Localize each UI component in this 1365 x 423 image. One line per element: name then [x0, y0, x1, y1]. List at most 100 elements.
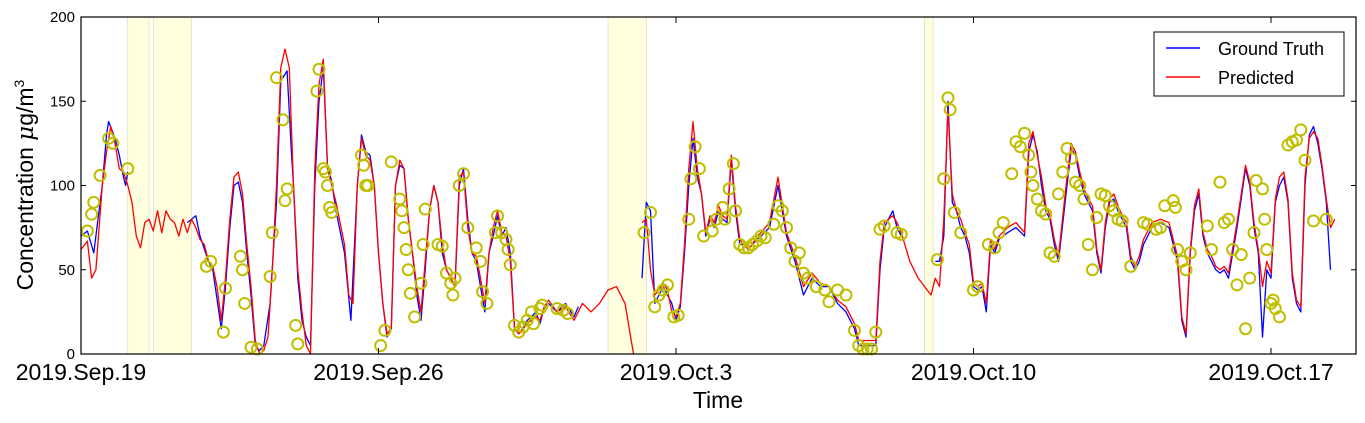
- y-axis-label: Concentration μg/m3: [11, 79, 39, 290]
- marker-point-10: [219, 281, 232, 295]
- marker-point-108: [780, 221, 793, 235]
- marker-point-204: [1298, 153, 1312, 167]
- marker-point-79: [644, 205, 657, 219]
- marker-point-0: [80, 224, 94, 238]
- marker-point-42: [401, 263, 415, 277]
- marker-point-138: [988, 241, 1002, 255]
- ground-truth-line-segment-2: [641, 137, 902, 347]
- marker-point-97: [729, 204, 742, 218]
- y-tick-label-1: 50: [58, 262, 75, 279]
- marker-point-133: [947, 205, 961, 219]
- x-axis: 2019.Sep.19 2019.Sep.26 2019.Oct.3 2019.Oct…: [16, 17, 1334, 385]
- marker-point-72: [527, 317, 541, 331]
- x-tick-label-2: 2019.Oct.3: [620, 359, 733, 385]
- marker-point-191: [1247, 226, 1261, 240]
- marker-point-74: [535, 298, 549, 312]
- shaded-interval-2: [607, 16, 647, 355]
- marker-point-66: [503, 258, 517, 272]
- marker-point-5: [106, 136, 120, 150]
- marker-point-19: [276, 113, 290, 127]
- ground-truth-line-segment-3: [935, 100, 1332, 338]
- marker-point-124: [869, 325, 883, 339]
- marker-point-18: [270, 71, 283, 85]
- marker-point-77: [561, 307, 575, 321]
- marker-point-46: [416, 237, 430, 251]
- marker-point-78: [637, 226, 651, 240]
- marker-point-131: [941, 91, 955, 105]
- marker-point-194: [1258, 212, 1272, 226]
- x-tick-label-1: 2019.Sep.26: [313, 359, 443, 385]
- marker-point-113: [801, 271, 815, 285]
- marker-point-137: [981, 237, 995, 251]
- marker-point-23: [291, 337, 305, 351]
- marker-point-25: [312, 62, 326, 76]
- marker-point-96: [726, 157, 740, 171]
- y-axis-label-sup: 3: [11, 79, 27, 87]
- marker-point-24: [310, 84, 324, 98]
- y-tick-label-2: 100: [50, 178, 75, 195]
- marker-point-38: [393, 192, 407, 206]
- marker-point-40: [397, 221, 411, 235]
- marker-point-14: [244, 340, 258, 354]
- marker-point-75: [550, 302, 564, 316]
- marker-point-62: [491, 209, 504, 223]
- ground-truth-series: [80, 66, 1332, 352]
- marker-point-181: [1200, 219, 1214, 233]
- legend: Ground Truth Predicted: [1153, 31, 1345, 97]
- marker-point-86: [682, 212, 696, 226]
- marker-point-161: [1086, 263, 1099, 277]
- marker-point-176: [1168, 200, 1182, 214]
- marker-point-49: [435, 239, 449, 253]
- marker-point-111: [792, 246, 806, 260]
- marker-point-22: [289, 318, 303, 332]
- marker-point-168: [1115, 214, 1129, 228]
- marker-point-187: [1230, 278, 1244, 292]
- y-axis-label-unit: g/m: [12, 87, 38, 125]
- marker-point-134: [954, 226, 968, 240]
- marker-point-150: [1039, 207, 1053, 221]
- marker-point-180: [1183, 246, 1197, 260]
- marker-point-91: [705, 224, 719, 238]
- shaded-intervals: [127, 16, 934, 355]
- marker-point-6: [121, 162, 135, 176]
- marker-point-160: [1081, 237, 1095, 251]
- y-axis-label-mu: μ: [13, 126, 39, 141]
- marker-point-159: [1077, 192, 1091, 206]
- marker-point-94: [718, 212, 732, 226]
- marker-point-146: [1024, 165, 1038, 179]
- marker-point-119: [848, 323, 861, 337]
- legend-label-ground-truth: Ground Truth: [1218, 39, 1324, 59]
- marker-point-89: [692, 162, 706, 176]
- marker-point-43: [403, 286, 417, 300]
- marker-point-12: [236, 263, 249, 277]
- marker-point-57: [469, 241, 483, 255]
- marker-point-58: [474, 254, 487, 268]
- marker-point-35: [374, 339, 388, 353]
- marker-point-192: [1249, 173, 1263, 187]
- marker-point-17: [265, 226, 279, 240]
- marker-point-141: [1005, 167, 1019, 181]
- marker-point-83: [661, 278, 674, 292]
- marker-point-107: [775, 204, 789, 218]
- x-tick-label-0: 2019.Sep.19: [16, 359, 146, 385]
- marker-point-156: [1064, 152, 1078, 166]
- marker-point-27: [318, 165, 332, 179]
- marker-point-195: [1260, 243, 1274, 257]
- y-axis: 0 50 100 150 200: [50, 9, 1356, 363]
- marker-point-21: [280, 182, 294, 196]
- marker-point-115: [818, 283, 832, 297]
- marker-point-158: [1073, 179, 1087, 192]
- marker-point-197: [1266, 293, 1280, 307]
- marker-point-30: [325, 205, 339, 219]
- marker-point-203: [1294, 123, 1308, 137]
- marker-point-93: [716, 200, 730, 214]
- marker-point-60: [480, 296, 494, 310]
- marker-point-55: [457, 167, 470, 181]
- marker-point-47: [418, 202, 432, 216]
- x-tick-label-4: 2019.Oct.17: [1208, 359, 1333, 385]
- marker-point-13: [238, 296, 252, 310]
- marker-point-104: [758, 231, 772, 245]
- marker-point-183: [1213, 175, 1227, 189]
- marker-point-34: [361, 179, 375, 192]
